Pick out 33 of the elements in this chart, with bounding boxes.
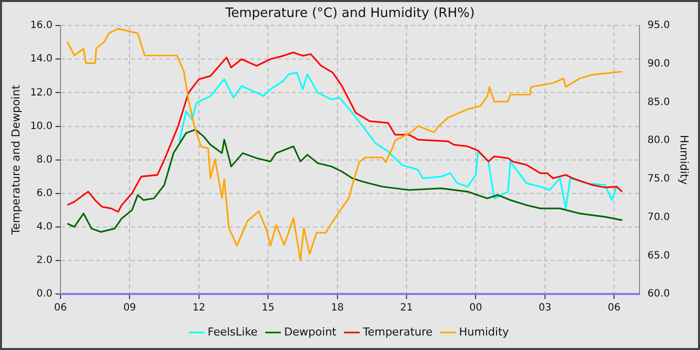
chart-title: Temperature (°C) and Humidity (RH%) <box>224 6 475 22</box>
x-tick-label: 21 <box>400 302 413 314</box>
y-tick-label: 8.0 <box>36 154 52 166</box>
y2-tick-label: 85.0 <box>648 96 670 108</box>
y2-tick-label: 80.0 <box>648 135 670 146</box>
x-tick-label: 00 <box>469 302 482 314</box>
legend-label: Dewpoint <box>284 325 338 338</box>
y2-tick-label: 60.0 <box>648 288 670 300</box>
y-tick-label: 0.0 <box>36 288 52 300</box>
x-tick-label: 03 <box>538 302 552 314</box>
legend-label: FeelsLike <box>208 325 258 338</box>
y-tick-label: 12.0 <box>30 87 52 98</box>
y-tick-label: 4.0 <box>36 221 52 232</box>
x-tick-label: 06 <box>54 302 67 314</box>
y2-axis-title: Humidity <box>678 134 691 186</box>
legend-label: Humidity <box>459 325 510 338</box>
x-tick-label: 06 <box>608 302 621 314</box>
y-tick-label: 2.0 <box>36 255 52 266</box>
x-tick-label: 09 <box>123 302 136 314</box>
x-tick-label: 15 <box>262 302 274 314</box>
y-tick-label: 14.0 <box>30 54 52 65</box>
y2-tick-label: 75.0 <box>648 174 670 185</box>
y-tick-label: 10.0 <box>30 120 52 132</box>
legend-label: Temperature <box>362 325 433 338</box>
y2-tick-label: 65.0 <box>648 250 670 262</box>
x-tick-label: 18 <box>330 302 344 314</box>
y-tick-label: 16.0 <box>30 20 52 32</box>
y-axis-title: Temperature and Dewpoint <box>9 84 22 236</box>
y2-tick-label: 95.0 <box>648 20 670 32</box>
y-tick-label: 6.0 <box>36 188 52 199</box>
y2-tick-label: 70.0 <box>648 212 670 223</box>
y2-tick-label: 90.0 <box>648 58 670 70</box>
x-tick-label: 12 <box>192 302 206 314</box>
